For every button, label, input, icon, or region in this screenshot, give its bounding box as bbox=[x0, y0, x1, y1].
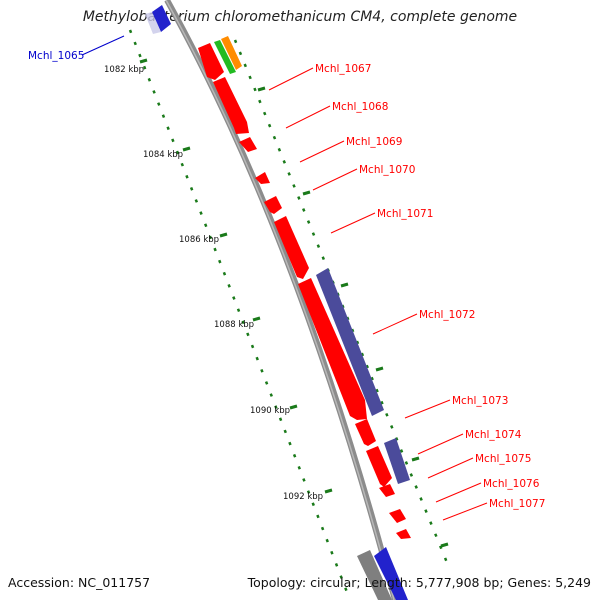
gene-label-mchl-1073[interactable]: Mchl_1073 bbox=[452, 395, 508, 407]
gene-label-mchl-1070[interactable]: Mchl_1070 bbox=[359, 164, 415, 176]
gene-label-mchl-1072[interactable]: Mchl_1072 bbox=[419, 309, 475, 321]
tick-ring-inner bbox=[128, 29, 352, 600]
feature-purple-1[interactable] bbox=[316, 268, 384, 416]
accession-text: Accession: NC_011757 bbox=[8, 575, 151, 590]
scale-labels: 1082 kbp 1084 kbp 1086 kbp 1088 kbp 1090… bbox=[104, 65, 323, 502]
gene-mchl-1068-arrow[interactable] bbox=[239, 137, 257, 152]
gene-label-mchl-1068[interactable]: Mchl_1068 bbox=[332, 101, 388, 113]
backbone-arc bbox=[164, 0, 398, 600]
gene-labels: Mchl_1065 Mchl_1067 Mchl_1068 Mchl_1069 … bbox=[28, 50, 545, 510]
gene-label-mchl-1071[interactable]: Mchl_1071 bbox=[377, 208, 433, 220]
backbone-arc-highlight bbox=[165, 0, 395, 600]
genome-title: Methylobacterium chloromethanicum CM4, c… bbox=[82, 9, 518, 25]
gene-label-mchl-1069[interactable]: Mchl_1069 bbox=[346, 136, 402, 148]
scale-label-1090: 1090 kbp bbox=[250, 406, 290, 416]
feature-purple-2[interactable] bbox=[384, 438, 410, 484]
scale-label-1084: 1084 kbp bbox=[143, 150, 183, 160]
gene-mchl-1074-arrow[interactable] bbox=[366, 446, 392, 487]
scale-label-1088: 1088 kbp bbox=[214, 320, 254, 330]
gene-label-mchl-1074[interactable]: Mchl_1074 bbox=[465, 429, 522, 441]
gene-mchl-1071-arrow[interactable] bbox=[274, 216, 309, 279]
gene-label-mchl-1067[interactable]: Mchl_1067 bbox=[315, 63, 371, 75]
gene-mchl-1067-arrow[interactable] bbox=[213, 77, 249, 134]
feature-orange[interactable] bbox=[221, 36, 242, 70]
topology-text: Topology: circular; Length: 5,777,908 bp… bbox=[247, 575, 591, 590]
gene-mchl-1075-arrow[interactable] bbox=[379, 484, 395, 497]
gene-mchl-1073-arrow[interactable] bbox=[355, 419, 376, 446]
tick-ring-outer bbox=[233, 39, 452, 571]
scale-label-1092: 1092 kbp bbox=[283, 492, 323, 502]
gene-reverse-bottom[interactable] bbox=[374, 547, 408, 600]
gene-label-mchl-1076[interactable]: Mchl_1076 bbox=[483, 478, 540, 490]
gene-mchl-1070-arrow[interactable] bbox=[264, 196, 282, 214]
gene-mchl-1065-shade bbox=[145, 12, 161, 34]
scale-label-1086: 1086 kbp bbox=[179, 235, 219, 245]
gene-mchl-1069-arrow[interactable] bbox=[255, 172, 270, 184]
gene-mchl-1072-arrow[interactable] bbox=[298, 278, 367, 420]
scale-label-1082: 1082 kbp bbox=[104, 65, 144, 75]
gene-label-mchl-1077[interactable]: Mchl_1077 bbox=[489, 498, 545, 510]
gene-mchl-1076-arrow[interactable] bbox=[389, 509, 406, 523]
gene-label-mchl-1075[interactable]: Mchl_1075 bbox=[475, 453, 531, 465]
gene-mchl-1066-arrow[interactable] bbox=[198, 43, 224, 80]
gene-mchl-1065-arrow[interactable] bbox=[152, 5, 171, 32]
feature-green[interactable] bbox=[214, 40, 236, 74]
gene-label-mchl-1065[interactable]: Mchl_1065 bbox=[28, 50, 84, 62]
scale-ticks bbox=[139, 58, 449, 548]
gene-mchl-1077-arrow[interactable] bbox=[396, 529, 411, 539]
label-leaders bbox=[81, 35, 488, 521]
feature-gray-bottom[interactable] bbox=[357, 550, 392, 600]
